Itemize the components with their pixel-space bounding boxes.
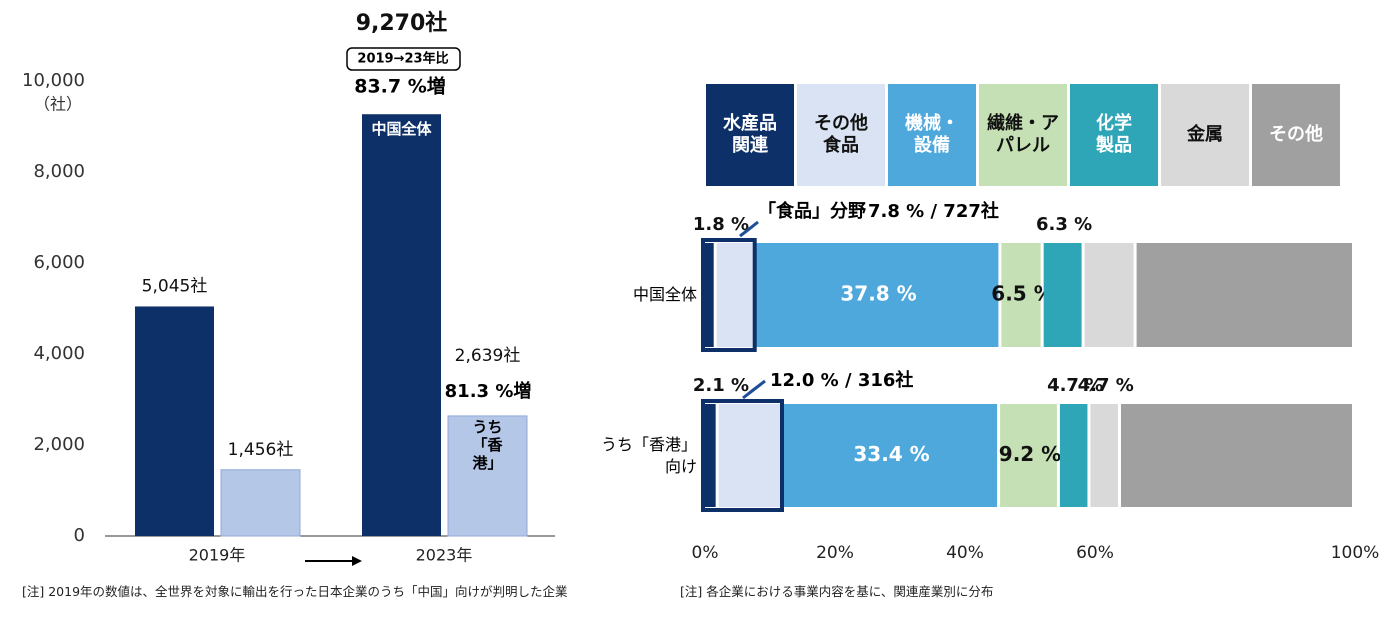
annotation: 2019→23年比 [357, 51, 448, 67]
value-label: 6.3 % [1036, 214, 1092, 235]
x-tick-label: 0% [692, 543, 719, 563]
legend-item: 化学製品 [1070, 84, 1158, 186]
annotation: 83.7 %増 [354, 75, 446, 98]
series-label: 中国全体 [371, 120, 432, 139]
x-tick-label: 60% [1076, 543, 1114, 563]
bar [220, 469, 301, 537]
y-tick-label: 6,000 [33, 252, 85, 273]
legend-item: 繊維・アパレル [979, 84, 1067, 186]
note: [注] 各企業における事業内容を基に、関連産業別に分布 [680, 584, 994, 599]
series-label: うち「香港」 [472, 417, 503, 472]
y-tick-label: 2,000 [33, 434, 85, 455]
food-outline [701, 399, 784, 512]
annotation-box [346, 47, 461, 71]
bar-segment [783, 404, 998, 507]
callout [739, 220, 759, 238]
annotation: 81.3 %増 [445, 380, 532, 402]
y-unit: （社） [34, 95, 82, 114]
legend-item: 金属 [1161, 84, 1249, 186]
bar-segment [1001, 243, 1041, 347]
legend-item: 機械・設備 [888, 84, 976, 186]
x-tick-label: 40% [946, 543, 984, 563]
value-label: 4.7 % [1047, 375, 1103, 396]
bar-segment [755, 243, 999, 347]
arrow-head [352, 556, 362, 566]
x-tick-label: 100% [1331, 543, 1380, 563]
bar-segment [1084, 243, 1134, 347]
bar-segment [1136, 243, 1352, 347]
value-label: 5,045社 [142, 276, 208, 296]
value-label: 9,270社 [356, 10, 448, 36]
bar [447, 415, 528, 537]
bar-segment [1059, 404, 1088, 507]
x-tick-label: 2019年 [189, 546, 246, 565]
bar [135, 306, 214, 536]
value-label: 4.7 % [1078, 375, 1134, 396]
y-tick-label: 4,000 [33, 343, 85, 364]
value-label: 6.5 % [991, 282, 1053, 306]
bar-segment [1121, 404, 1352, 507]
value-label: 37.8 % [840, 282, 916, 306]
annotation: 「食品」分野 [758, 200, 866, 222]
bar [362, 114, 441, 536]
annotation: 12.0 % / 316社 [770, 369, 913, 391]
value-label: 1,456社 [228, 440, 294, 460]
bar-segment [1043, 243, 1082, 347]
x-tick-label: 2023年 [416, 546, 473, 565]
food-outline [701, 238, 757, 352]
value-label: 33.4 % [853, 442, 929, 466]
y-tick-label: 0 [74, 525, 85, 546]
callout [742, 379, 766, 400]
value-label: 1.8 % [693, 214, 749, 235]
value-label: 9.2 % [999, 442, 1061, 466]
y-tick-label: 10,000 [22, 70, 85, 91]
y-tick-label: 8,000 [33, 161, 85, 182]
bar-segment [1000, 404, 1057, 507]
annotation: 7.8 % / 727社 [868, 200, 999, 222]
legend-item: その他 [1252, 84, 1340, 186]
bar-segment [1090, 404, 1118, 507]
bar-segment [705, 404, 716, 507]
value-label: 2.1 % [693, 375, 749, 396]
bar-segment [716, 243, 753, 347]
x-tick-label: 20% [816, 543, 854, 563]
legend-item: その他食品 [797, 84, 885, 186]
bar-segment [718, 404, 780, 507]
legend-item: 水産品関連 [706, 84, 794, 186]
note: [注] 2019年の数値は、全世界を対象に輸出を行った日本企業のうち「中国」向け… [22, 584, 568, 599]
row-label: 中国全体 [632, 285, 697, 304]
value-label: 2,639社 [455, 346, 521, 366]
bar-segment [705, 243, 714, 347]
row-label: うち「香港」向け [601, 434, 698, 476]
